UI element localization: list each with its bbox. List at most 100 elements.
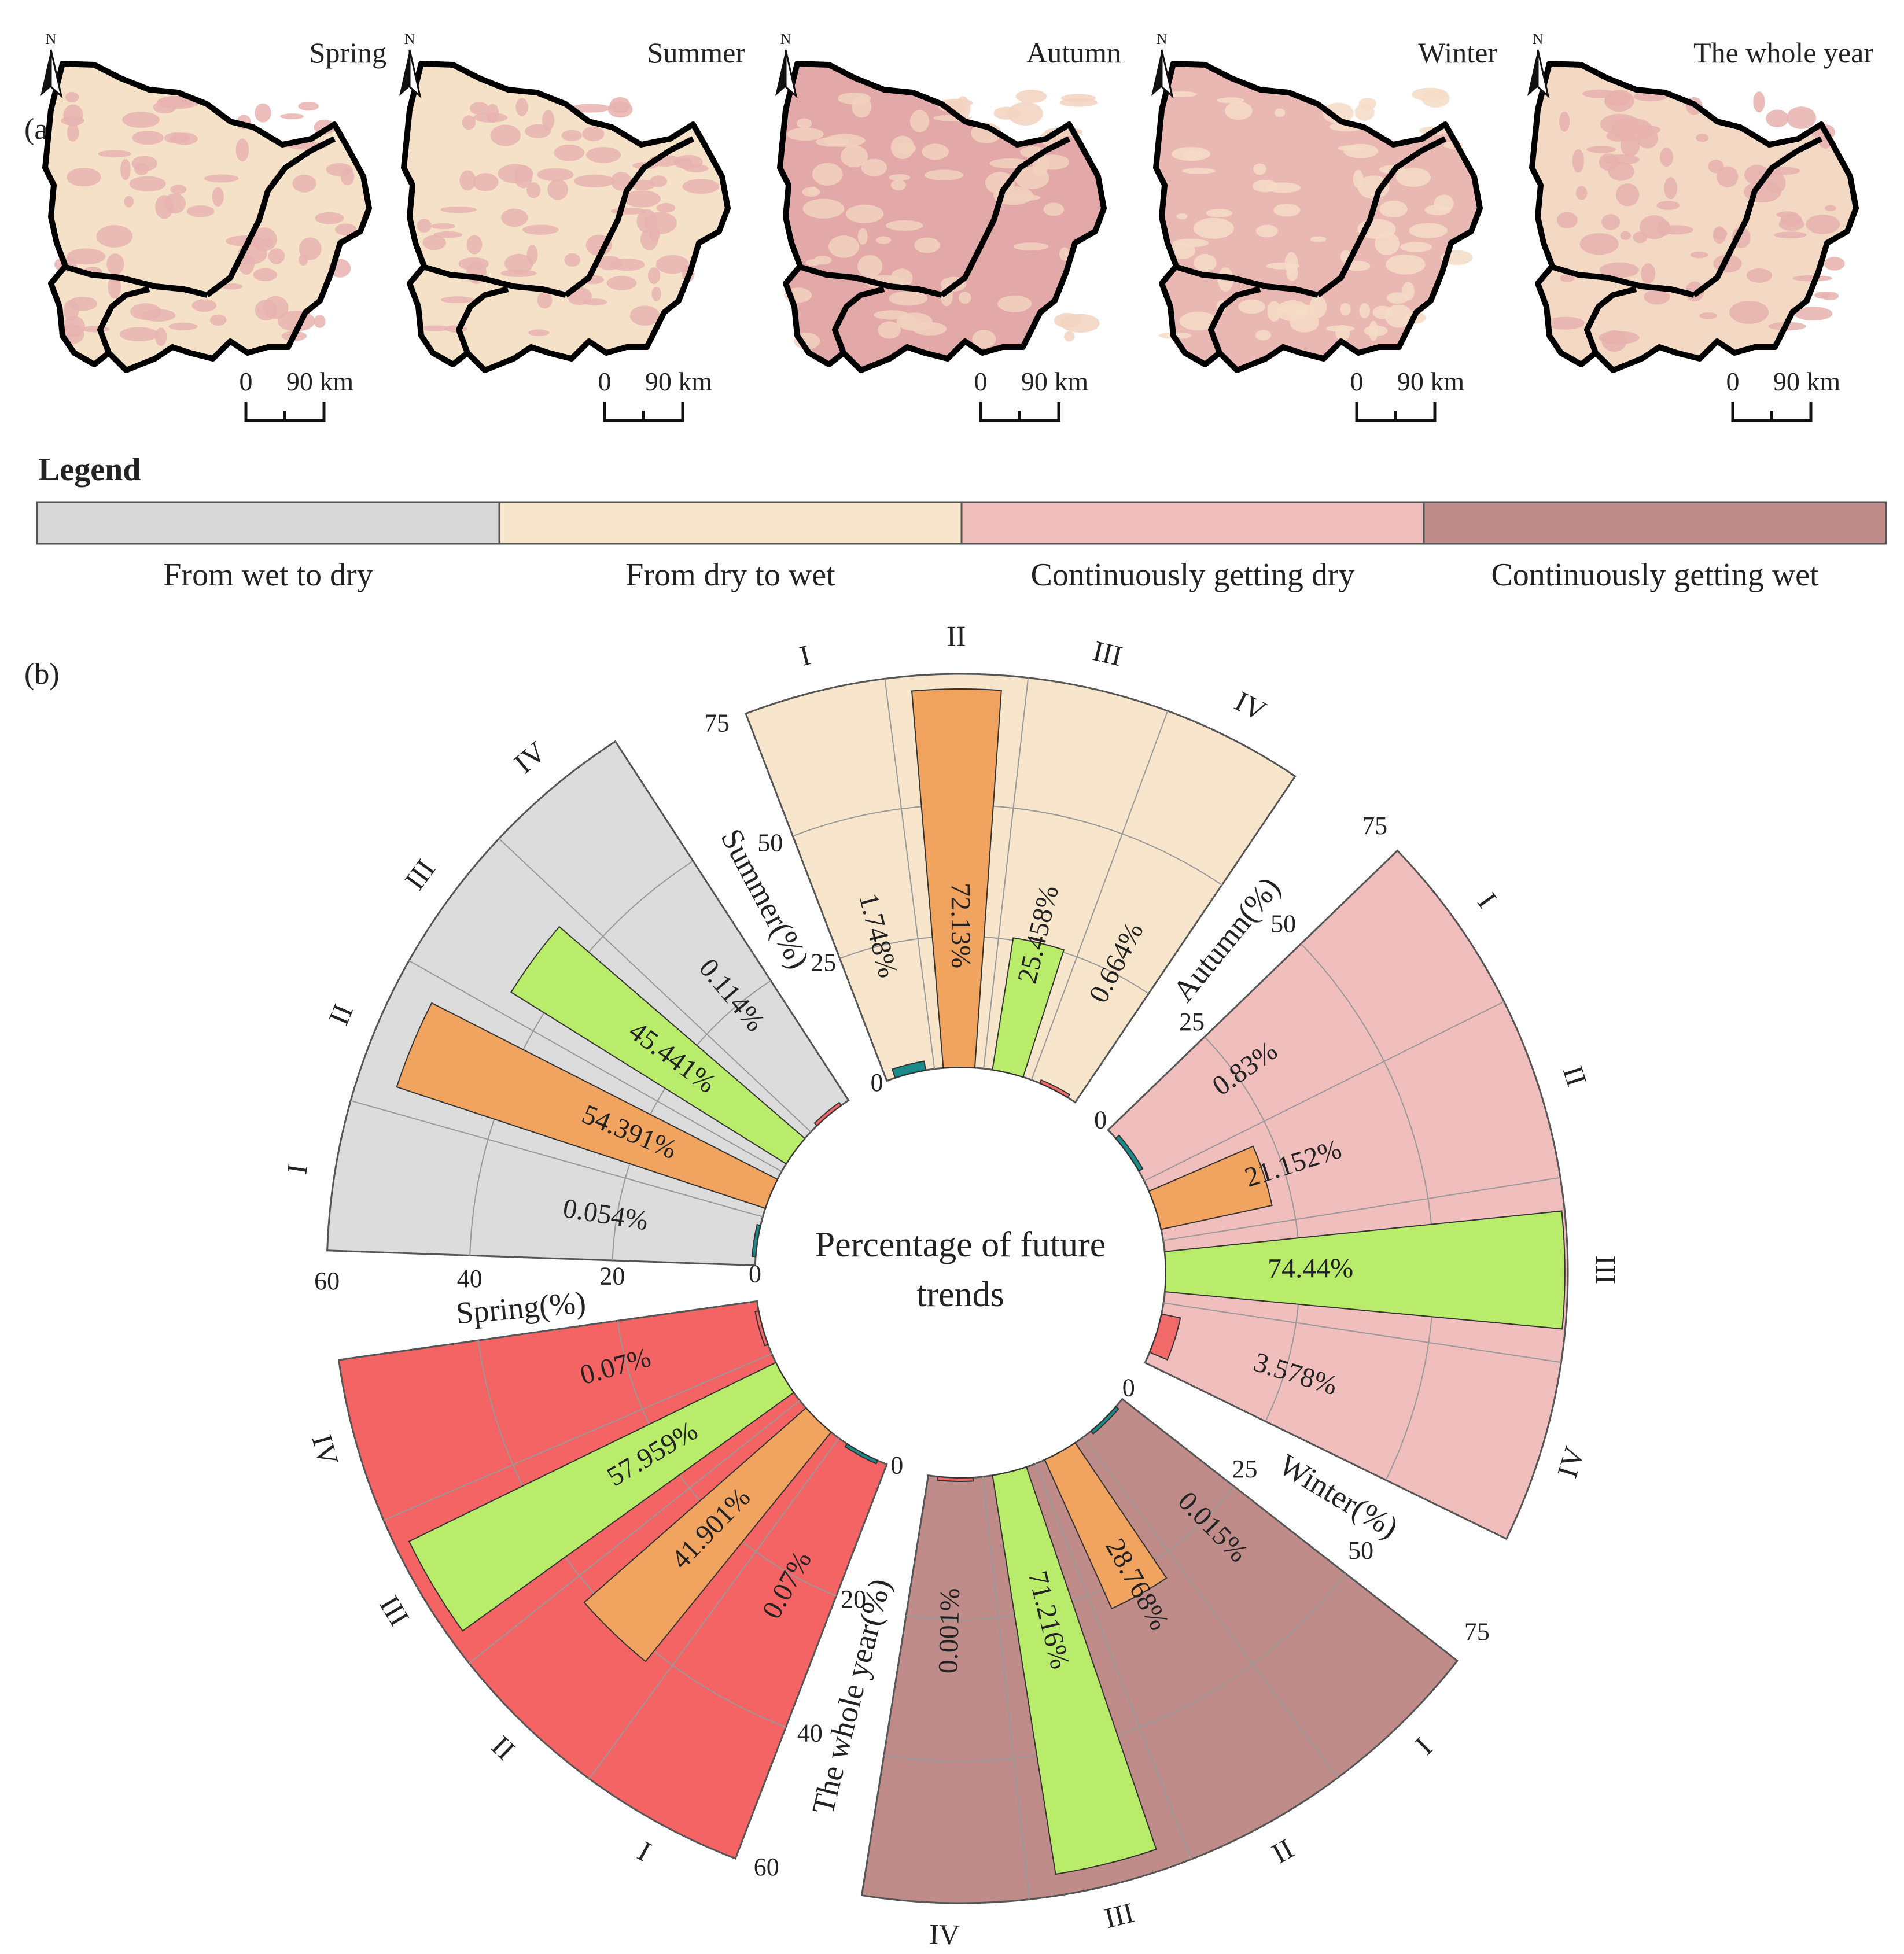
map-texture (582, 126, 605, 142)
map-texture (1060, 314, 1100, 333)
map-texture (1602, 154, 1640, 165)
map-texture (470, 102, 489, 115)
map-texture (440, 206, 477, 213)
map-texture (1061, 94, 1096, 103)
bar-iii (510, 926, 806, 1165)
map-texture (1273, 203, 1301, 217)
map-texture (1286, 265, 1298, 281)
map-texture (682, 179, 720, 194)
map-texture (1690, 251, 1708, 259)
bar-iv (1148, 1313, 1181, 1361)
map-texture (912, 322, 947, 336)
map-texture (500, 269, 537, 277)
map-texture (235, 138, 249, 162)
map-texture (1059, 247, 1070, 261)
map-texture (1379, 200, 1408, 218)
bar-i (844, 1443, 879, 1465)
map-texture (629, 305, 660, 326)
map-texture (315, 212, 344, 224)
map-texture (901, 315, 917, 329)
map-texture (1599, 262, 1640, 278)
map-texture (490, 124, 521, 146)
tick-label: 0 (871, 1068, 883, 1097)
map-texture (466, 235, 483, 255)
bar-ii (396, 1002, 779, 1210)
map-texture (1806, 215, 1840, 234)
scale-zero: 0 (1726, 367, 1740, 396)
scale-end: 90 km (286, 367, 354, 396)
map-texture (67, 248, 106, 265)
grid-spoke (1035, 1463, 1192, 1860)
map-texture (155, 195, 174, 219)
category-label: IV (929, 1918, 960, 1951)
category-label: I (280, 1162, 314, 1176)
map-texture (1546, 316, 1585, 330)
map-texture (874, 310, 909, 320)
map-texture (1064, 331, 1075, 342)
map-texture (1660, 148, 1673, 167)
map-texture (1206, 209, 1233, 217)
map-texture (1372, 305, 1393, 319)
category-label: III (373, 1590, 416, 1632)
bar-i (752, 1223, 761, 1258)
bar-iii (992, 1466, 1157, 1875)
map-texture (124, 196, 134, 208)
category-label: IV (1551, 1443, 1590, 1481)
map-texture (1641, 263, 1656, 284)
map-texture (876, 236, 892, 244)
season-label: Spring (310, 36, 386, 69)
map-texture (1576, 186, 1588, 200)
category-label: II (947, 620, 966, 652)
map-division-2 (1548, 263, 1695, 298)
map-texture (209, 314, 227, 326)
tick-label: 0 (890, 1451, 903, 1480)
north-arrow-n: N (404, 31, 415, 47)
map-texture (787, 127, 824, 141)
map-texture (67, 168, 101, 187)
map-texture (1657, 220, 1671, 237)
map-texture (1620, 231, 1631, 240)
tick-label: 20 (841, 1585, 866, 1613)
tick-label: 0 (749, 1259, 761, 1288)
map-texture (1343, 143, 1379, 158)
legend-swatch (498, 501, 963, 545)
north-arrow-icon (399, 50, 410, 96)
north-arrow-icon (50, 49, 63, 99)
bar-iv (813, 1101, 842, 1127)
map-boundary (777, 61, 1107, 373)
map-texture (655, 255, 690, 274)
map-texture (910, 110, 930, 132)
map-texture (132, 131, 164, 145)
map-fill (404, 64, 728, 370)
map-texture (98, 150, 131, 158)
map-texture (845, 204, 884, 223)
season-label: The whole year (1693, 36, 1873, 69)
category-label: III (1101, 1896, 1137, 1934)
map-division-3 (1584, 286, 1637, 354)
map-texture (255, 103, 271, 123)
map-texture (1699, 312, 1718, 319)
category-label: II (1266, 1832, 1299, 1870)
map-texture (1013, 242, 1049, 250)
map-texture (515, 98, 528, 116)
map-texture (129, 176, 166, 192)
map-texture (334, 223, 357, 235)
map-texture (1766, 109, 1789, 128)
map-texture (1601, 214, 1621, 230)
map-texture (890, 135, 915, 160)
grid-spoke (982, 1476, 1030, 1900)
map-texture (504, 253, 533, 274)
map-texture (170, 132, 198, 145)
map-texture (1766, 172, 1786, 194)
scale-end: 90 km (645, 367, 713, 396)
legend-label: From wet to dry (163, 557, 373, 593)
map-texture (268, 248, 285, 264)
map-texture (528, 329, 550, 336)
map-texture (1746, 268, 1773, 283)
map-texture (68, 296, 98, 311)
grid-spoke (408, 960, 782, 1173)
map-texture (1354, 104, 1375, 121)
map-texture (186, 205, 215, 217)
